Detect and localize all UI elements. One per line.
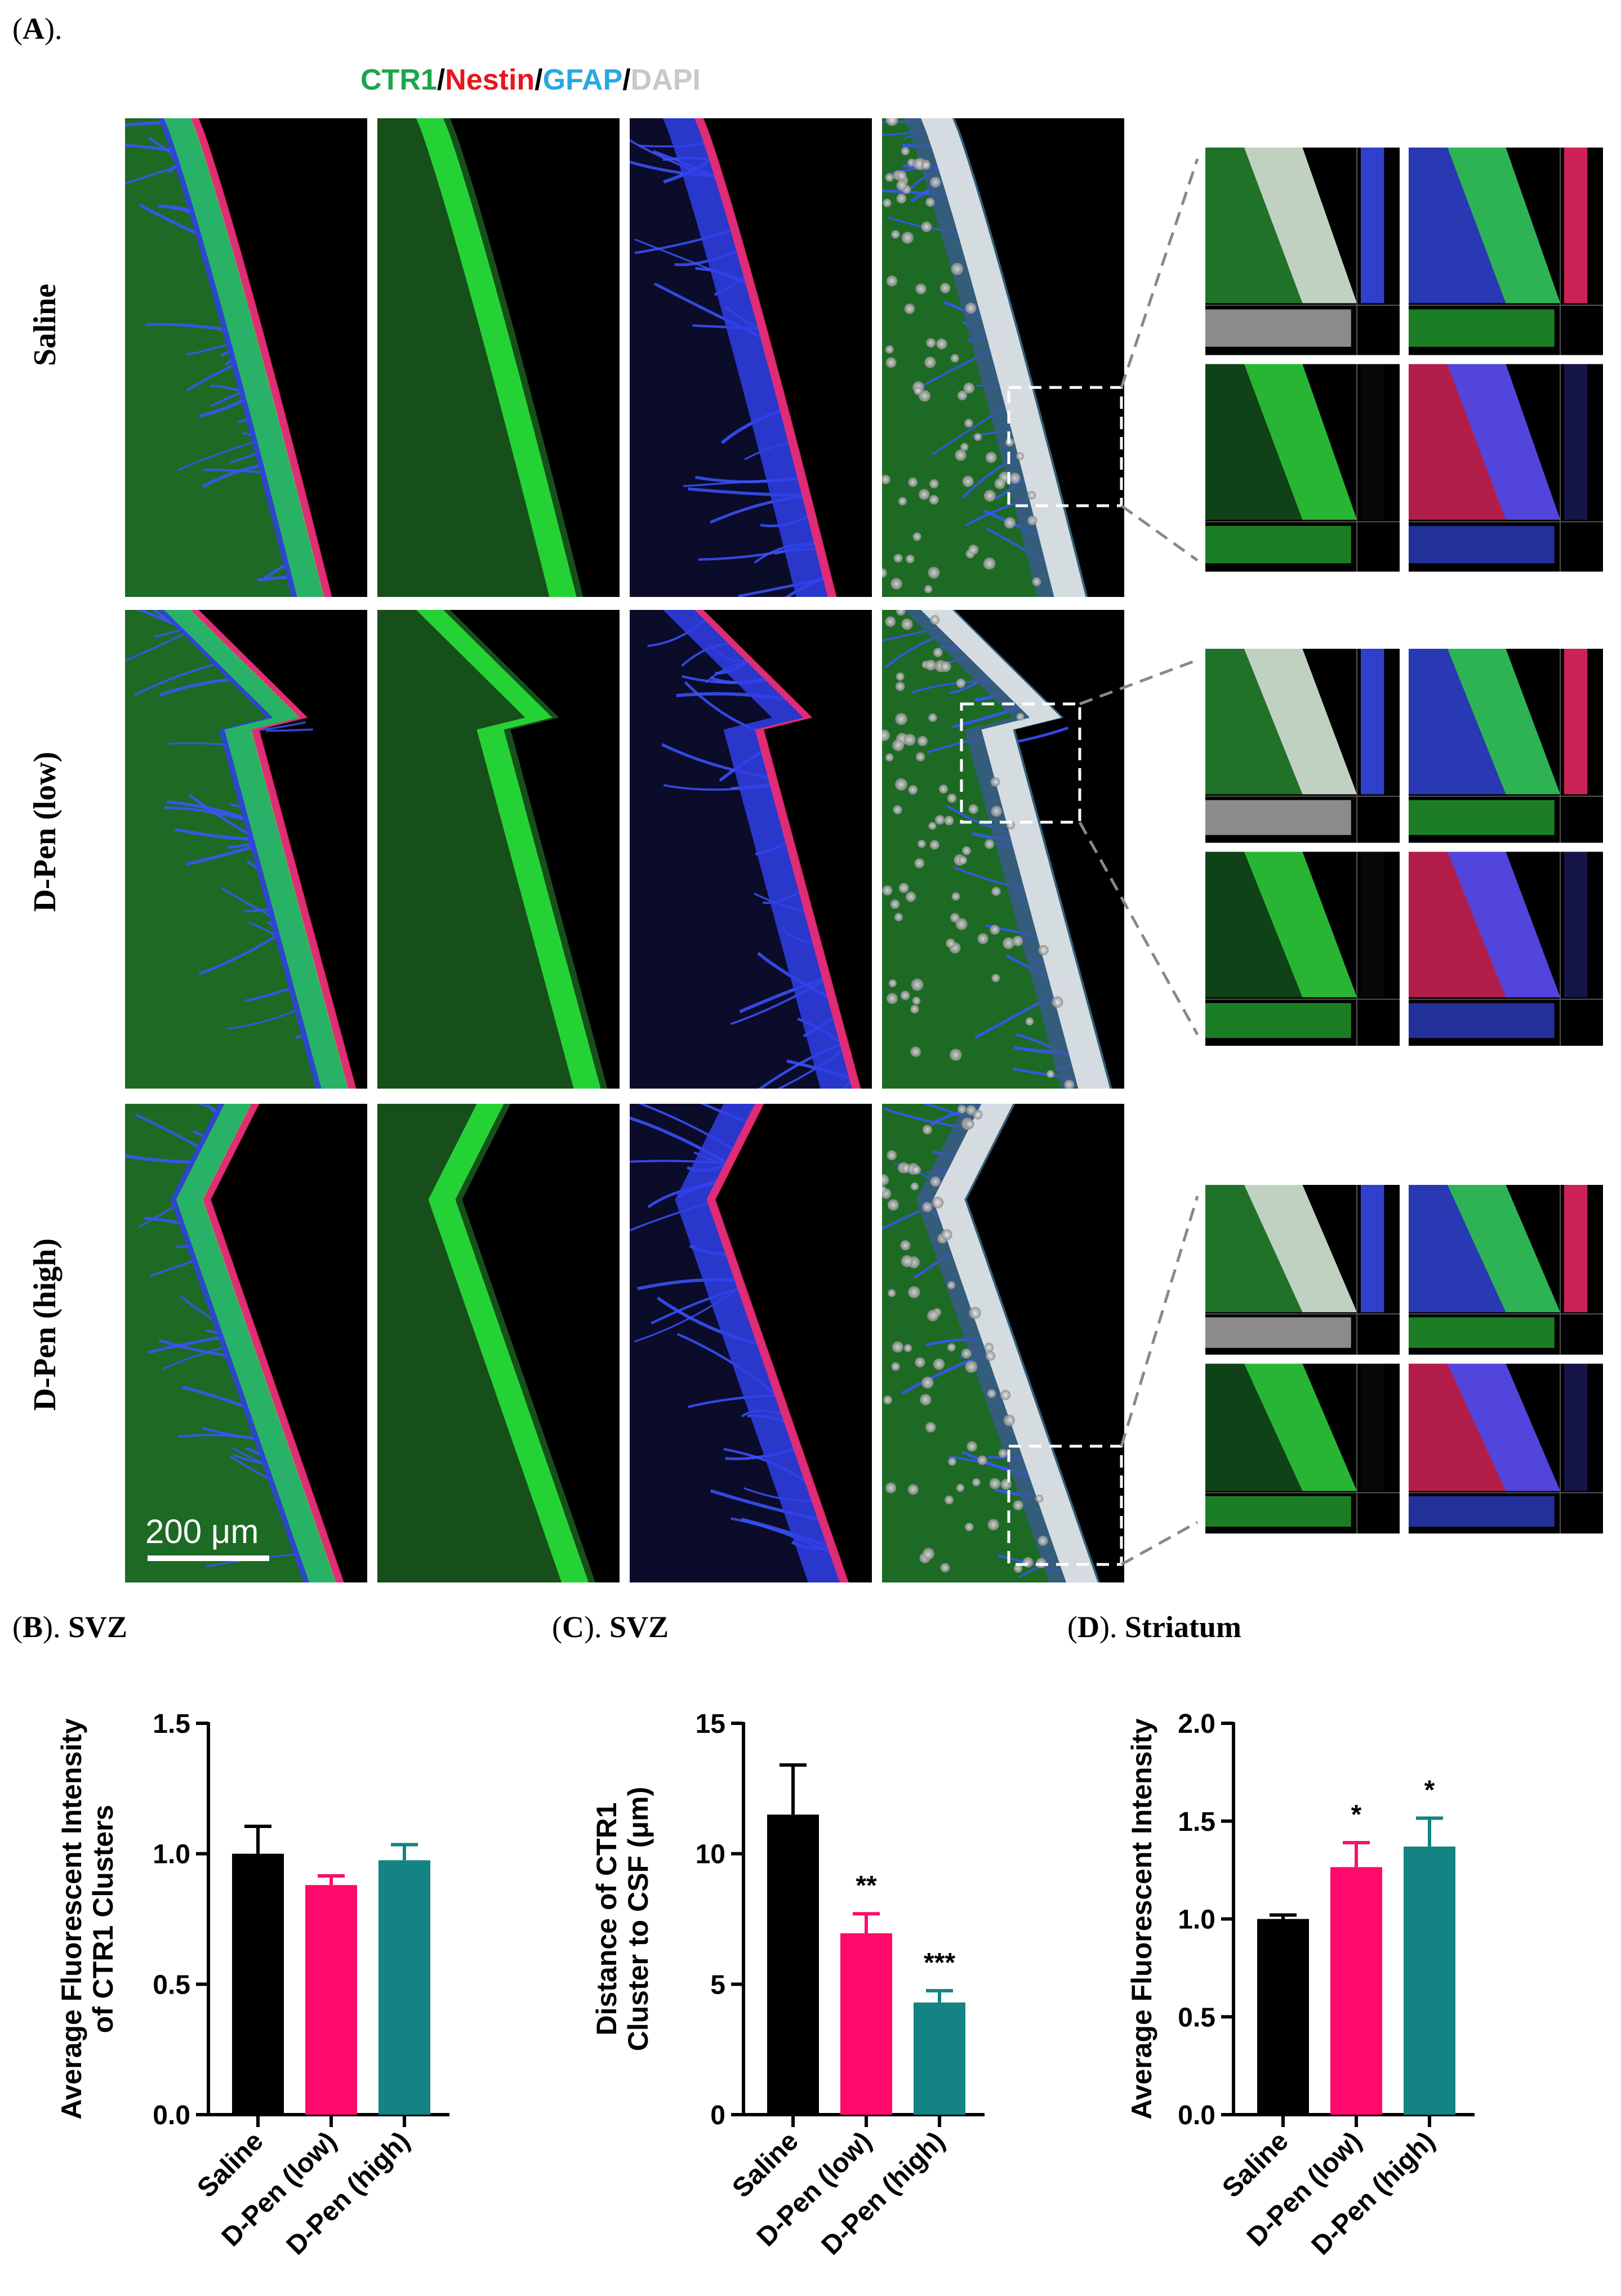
bar (305, 1885, 357, 2115)
micrograph-panel (125, 610, 367, 1089)
bar (767, 1814, 819, 2115)
y-tick-label: 2.0 (1178, 1709, 1215, 1739)
stain-legend-item: CTR1 (360, 64, 437, 96)
y-tick-label: 10 (696, 1840, 725, 1870)
significance-marker: ** (856, 1871, 877, 1901)
zoom-inset (1409, 148, 1603, 355)
zoom-inset (1205, 1185, 1400, 1355)
y-tick-label: 5 (710, 1970, 725, 2000)
zoom-connector (1120, 1196, 1199, 1447)
zoom-inset (1409, 1363, 1603, 1533)
bar (1404, 1846, 1455, 2115)
y-tick-label: 1.0 (1178, 1905, 1215, 1935)
roi-box (1007, 386, 1123, 507)
zoom-inset (1205, 851, 1400, 1046)
bar (914, 2002, 965, 2115)
micrograph-panel (377, 118, 620, 597)
micrograph-panel (882, 118, 1124, 597)
y-tick-label: 1.0 (153, 1840, 190, 1870)
bar (378, 1860, 430, 2115)
bar-chart: 0 5 10 15 Distance of CTR1 Cluster to CSF (μm… (591, 1709, 985, 2261)
y-tick-label: 0.5 (1178, 2003, 1215, 2032)
roi-box (1007, 1445, 1123, 1566)
stain-legend: CTR1/Nestin/GFAP/DAPI (360, 63, 701, 97)
y-tick-label: 0.5 (153, 1970, 190, 2000)
y-axis-label: Distance of CTR1 (591, 1803, 622, 2036)
stain-legend-item: / (535, 64, 543, 96)
stain-legend-item: DAPI (630, 64, 701, 96)
panel-b-label: (B). SVZ (12, 1610, 128, 1644)
stain-legend-item: / (622, 64, 631, 96)
y-tick-label: 0 (710, 2101, 725, 2130)
roi-box (960, 702, 1081, 824)
zoom-inset (1409, 851, 1603, 1046)
bar (1330, 1867, 1382, 2115)
y-tick-label: 1.5 (1178, 1807, 1215, 1837)
bar-chart: 0.0 0.5 1.0 1.5 Average Fluorescent Intensit… (56, 1709, 449, 2261)
zoom-connector (1120, 1521, 1199, 1566)
stain-legend-item: GFAP (542, 64, 623, 96)
bar (1257, 1919, 1309, 2115)
micrograph-panel (630, 610, 872, 1089)
bar (840, 1933, 892, 2115)
micrograph-panel (882, 610, 1124, 1089)
y-tick-label: 1.5 (153, 1709, 190, 1739)
stain-legend-item: Nestin (445, 64, 535, 96)
y-axis-label: Cluster to CSF (μm) (622, 1787, 654, 2051)
panel-c-label: (C). SVZ (552, 1610, 669, 1644)
zoom-inset (1409, 1185, 1603, 1355)
panel-a-label: (A). (12, 12, 63, 46)
zoom-inset (1205, 649, 1400, 843)
micrograph-panel (630, 1104, 872, 1582)
y-tick-label: 0.0 (153, 2101, 190, 2130)
y-axis-label: Average Fluorescent Intensity (1126, 1718, 1157, 2119)
micrograph-panel (125, 118, 367, 597)
micrograph-panel (377, 1104, 620, 1582)
bar-charts: 0.0 0.5 1.0 1.5 Average Fluorescent Intensit… (56, 1709, 1475, 2261)
zoom-inset (1409, 364, 1603, 572)
y-tick-label: 15 (696, 1709, 725, 1739)
y-axis-label: Average Fluorescent Intensity (56, 1718, 87, 2119)
significance-marker: *** (924, 1948, 955, 1978)
microscopy-grid (125, 118, 1603, 1582)
zoom-connector (1120, 158, 1199, 388)
micrograph-panel (125, 1104, 367, 1582)
panel-d-label: (D). Striatum (1067, 1610, 1241, 1644)
zoom-inset (1205, 364, 1400, 572)
y-tick-label: 0.0 (1178, 2101, 1215, 2130)
micrograph-panel (377, 610, 620, 1089)
bar (232, 1853, 284, 2115)
zoom-inset (1205, 1363, 1400, 1533)
y-axis-label: of CTR1 Clusters (87, 1805, 119, 2034)
zoom-connector (1078, 821, 1199, 1036)
significance-marker: * (1424, 1776, 1435, 1805)
micrograph-panel (630, 118, 872, 597)
scale-bar-label: 200 μm (145, 1513, 259, 1550)
significance-marker: * (1351, 1800, 1362, 1830)
zoom-inset (1409, 649, 1603, 843)
micrograph-panel (882, 1104, 1124, 1582)
bar-chart: 0.0 0.5 1.0 1.5 2.0 Average Fluorescent Inten… (1126, 1709, 1475, 2261)
stain-legend-item: / (437, 64, 446, 96)
scale-bar (148, 1555, 269, 1561)
zoom-inset (1205, 148, 1400, 355)
zoom-connector (1120, 504, 1199, 562)
